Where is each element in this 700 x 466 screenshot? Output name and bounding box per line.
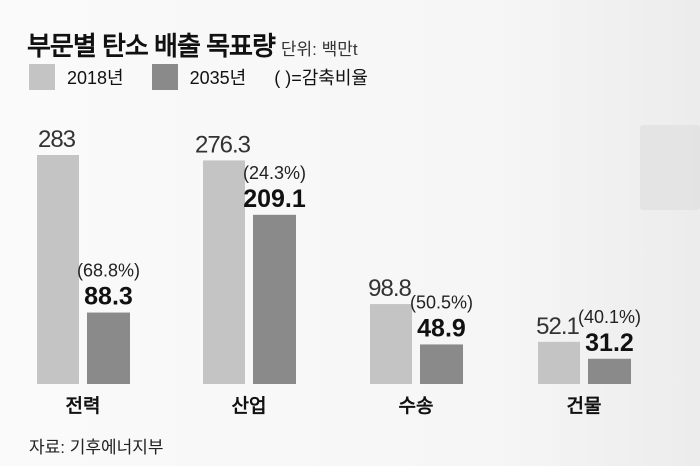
value-label-2018-3: 52.1 <box>536 313 579 340</box>
value-label-2035-3: 31.2 <box>585 329 634 357</box>
category-label-0: 전력 <box>66 395 101 417</box>
reduction-label-1: (24.3%) <box>243 163 306 183</box>
category-label-3: 건물 <box>567 395 602 417</box>
bar-2018-1 <box>203 160 245 384</box>
chart-title: 부문별 탄소 배출 목표량 단위: 백만t <box>27 26 358 63</box>
background-building-image <box>640 125 700 210</box>
source-note: 자료: 기후에너지부 <box>29 438 164 457</box>
legend-swatch-2035 <box>151 64 178 90</box>
legend-swatch-2018 <box>29 64 55 90</box>
category-label-2: 수송 <box>399 395 434 417</box>
legend-label-2035: 2035년 <box>189 68 247 88</box>
value-label-2035-0: 88.3 <box>84 283 133 311</box>
bar-2035-0 <box>87 312 130 384</box>
reduction-label-3: (40.1%) <box>578 307 641 327</box>
value-label-2018-2: 98.8 <box>368 275 411 302</box>
legend-note: ( )=감축비율 <box>274 68 368 88</box>
legend-item-2018: 2018년 <box>29 64 124 90</box>
legend-item-2035: 2035년 <box>151 64 247 90</box>
value-label-2018-0: 283 <box>38 126 76 153</box>
bar-2035-1 <box>253 214 296 384</box>
bar-2018-2 <box>370 304 412 384</box>
bar-2035-2 <box>420 344 463 384</box>
category-label-1: 산업 <box>232 395 267 417</box>
value-label-2035-1: 209.1 <box>243 185 306 213</box>
bar-2018-3 <box>538 341 580 384</box>
legend: 2018년 2035년 ( )=감축비율 <box>29 64 396 90</box>
reduction-label-0: (68.8%) <box>77 261 140 281</box>
value-label-2018-1: 276.3 <box>195 131 251 158</box>
title-text: 부문별 탄소 배출 목표량 <box>27 31 276 61</box>
value-label-2035-2: 48.9 <box>417 314 466 342</box>
unit-label: 단위: 백만t <box>280 40 358 59</box>
bar-2035-3 <box>588 358 631 384</box>
legend-label-2018: 2018년 <box>67 68 124 88</box>
reduction-label-2: (50.5%) <box>410 292 473 312</box>
bar-2018-0 <box>37 155 79 384</box>
